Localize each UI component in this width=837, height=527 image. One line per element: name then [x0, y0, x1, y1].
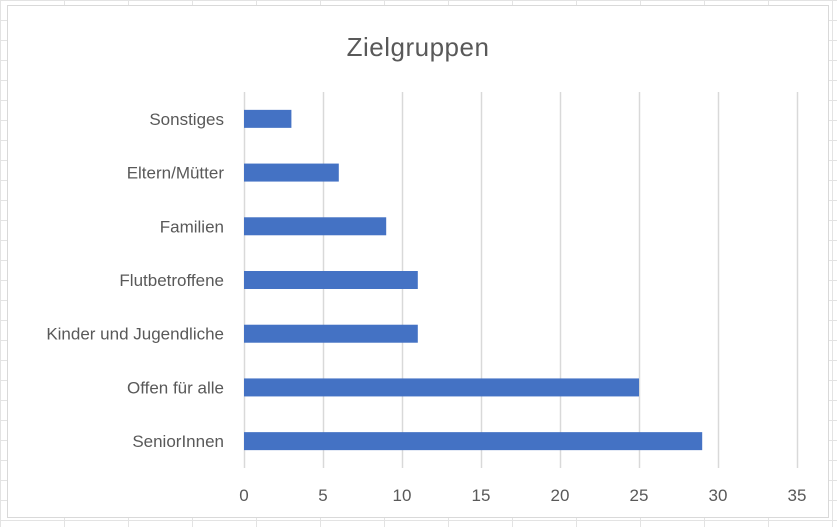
x-tick-label: 30 [709, 486, 728, 505]
chart-title: Zielgruppen [346, 32, 490, 62]
bar[interactable] [244, 324, 418, 343]
category-label: Flutbetroffene [119, 271, 224, 290]
category-label: Familien [160, 217, 224, 236]
bars [244, 109, 703, 451]
x-tick-label: 25 [630, 486, 649, 505]
category-labels: SeniorInnen Offen für alle Kinder und Juge… [46, 110, 224, 451]
category-label: Offen für alle [127, 378, 224, 397]
x-axis-tick-labels: 0 5 10 15 20 25 30 35 [239, 486, 806, 505]
bar[interactable] [244, 378, 639, 397]
bar[interactable] [244, 271, 418, 289]
category-label: Kinder und Jugendliche [46, 325, 224, 344]
x-tick-label: 0 [239, 486, 248, 505]
category-label: Sonstiges [149, 110, 224, 129]
x-tick-label: 35 [788, 486, 807, 505]
category-label: Eltern/Mütter [127, 164, 225, 183]
x-tick-label: 5 [318, 486, 327, 505]
category-label: SeniorInnen [132, 432, 224, 451]
bar[interactable] [244, 163, 339, 182]
bar[interactable] [244, 432, 703, 451]
x-tick-label: 15 [472, 486, 491, 505]
x-tick-label: 10 [393, 486, 412, 505]
x-tick-label: 20 [551, 486, 570, 505]
bar[interactable] [244, 217, 387, 236]
bar[interactable] [244, 109, 292, 128]
